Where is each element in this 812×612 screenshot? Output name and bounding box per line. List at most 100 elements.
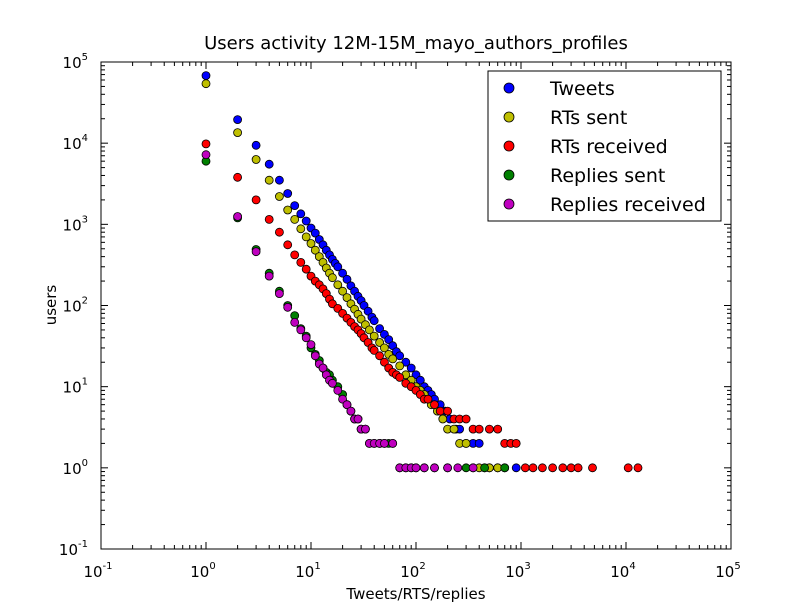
data-point bbox=[296, 325, 306, 335]
legend-label: Tweets bbox=[549, 78, 615, 100]
data-point bbox=[474, 424, 484, 434]
y-tick-label: 104 bbox=[63, 133, 88, 153]
legend-box bbox=[487, 70, 722, 222]
data-point bbox=[306, 340, 316, 350]
data-point bbox=[264, 271, 274, 281]
data-point bbox=[283, 240, 293, 250]
data-point bbox=[484, 424, 494, 434]
chart-title: Users activity 12M-15M_mayo_authors_prof… bbox=[204, 33, 628, 54]
data-point bbox=[233, 212, 243, 221]
data-point bbox=[449, 424, 459, 434]
data-point bbox=[623, 463, 633, 473]
x-tick-label: 103 bbox=[505, 561, 530, 581]
data-point bbox=[296, 224, 306, 234]
legend-marker bbox=[503, 82, 515, 94]
data-point bbox=[443, 406, 453, 416]
data-point bbox=[327, 273, 337, 283]
legend-label: Replies sent bbox=[550, 165, 665, 187]
data-point bbox=[573, 463, 583, 473]
legend-label: RTs sent bbox=[550, 107, 627, 129]
data-point bbox=[538, 463, 547, 473]
x-tick-label: 10-1 bbox=[83, 561, 112, 581]
data-point bbox=[342, 274, 352, 284]
data-point bbox=[438, 414, 448, 424]
data-point bbox=[310, 245, 320, 255]
data-point bbox=[201, 71, 211, 80]
data-point bbox=[633, 463, 643, 473]
axis-ticks bbox=[100, 61, 732, 550]
data-point bbox=[274, 175, 284, 185]
data-point bbox=[283, 302, 293, 312]
data-point bbox=[333, 262, 343, 272]
legend-marker bbox=[503, 169, 515, 181]
data-point bbox=[395, 372, 405, 382]
data-point bbox=[388, 354, 398, 364]
data-point bbox=[264, 159, 274, 169]
data-point bbox=[301, 216, 311, 226]
data-point bbox=[233, 128, 243, 138]
data-point bbox=[353, 414, 363, 424]
data-point bbox=[283, 205, 293, 215]
data-point bbox=[306, 239, 316, 248]
data-point bbox=[274, 192, 284, 201]
data-point bbox=[480, 463, 490, 473]
data-point bbox=[296, 209, 306, 219]
data-point bbox=[301, 264, 311, 274]
data-point bbox=[511, 438, 521, 448]
data-point bbox=[511, 463, 521, 473]
data-point bbox=[251, 247, 261, 257]
series-rts-received bbox=[201, 139, 643, 473]
data-point bbox=[500, 463, 510, 473]
data-point bbox=[283, 189, 293, 198]
data-point bbox=[251, 155, 261, 164]
data-point bbox=[264, 175, 274, 185]
data-point bbox=[310, 351, 320, 361]
y-tick-label: 10-1 bbox=[59, 539, 88, 559]
y-tick-label: 102 bbox=[63, 296, 88, 316]
data-point bbox=[379, 343, 389, 353]
data-point bbox=[333, 280, 343, 290]
data-point bbox=[375, 338, 385, 347]
x-tick-label: 102 bbox=[400, 561, 425, 581]
data-point bbox=[435, 406, 445, 416]
data-point bbox=[379, 438, 389, 448]
data-point bbox=[338, 286, 348, 296]
data-point bbox=[474, 438, 484, 448]
data-point bbox=[423, 394, 433, 404]
legend-marker bbox=[503, 140, 515, 152]
legend-marker bbox=[503, 198, 515, 210]
x-axis-label: Tweets/RTS/replies bbox=[345, 585, 485, 603]
x-tick-label: 105 bbox=[715, 561, 740, 581]
y-tick-label: 101 bbox=[63, 377, 88, 397]
data-point bbox=[528, 463, 538, 473]
data-point bbox=[415, 375, 425, 385]
data-point bbox=[379, 357, 389, 367]
data-point bbox=[369, 331, 379, 341]
y-axis-label: users bbox=[42, 285, 60, 326]
data-point bbox=[468, 463, 478, 473]
data-point bbox=[430, 400, 439, 410]
data-point bbox=[461, 414, 471, 424]
legend-label: RTs received bbox=[550, 136, 668, 158]
data-point bbox=[384, 335, 394, 345]
data-point bbox=[364, 325, 374, 335]
data-point bbox=[290, 201, 300, 211]
data-point bbox=[369, 345, 379, 355]
data-point bbox=[296, 257, 306, 267]
x-tick-label: 101 bbox=[295, 561, 320, 581]
data-point bbox=[310, 228, 320, 238]
data-point bbox=[558, 463, 568, 473]
data-point bbox=[360, 424, 370, 434]
x-tick-label: 100 bbox=[190, 561, 215, 581]
data-point bbox=[301, 333, 311, 343]
data-points bbox=[201, 71, 643, 473]
y-tick-label: 100 bbox=[63, 458, 88, 478]
series-replies-received bbox=[201, 150, 478, 473]
data-point bbox=[327, 378, 337, 388]
data-point bbox=[264, 214, 274, 224]
y-tick-label: 103 bbox=[63, 214, 88, 234]
y-tick-label: 105 bbox=[63, 52, 88, 72]
data-point bbox=[430, 463, 439, 473]
x-tick-label: 104 bbox=[610, 561, 635, 581]
